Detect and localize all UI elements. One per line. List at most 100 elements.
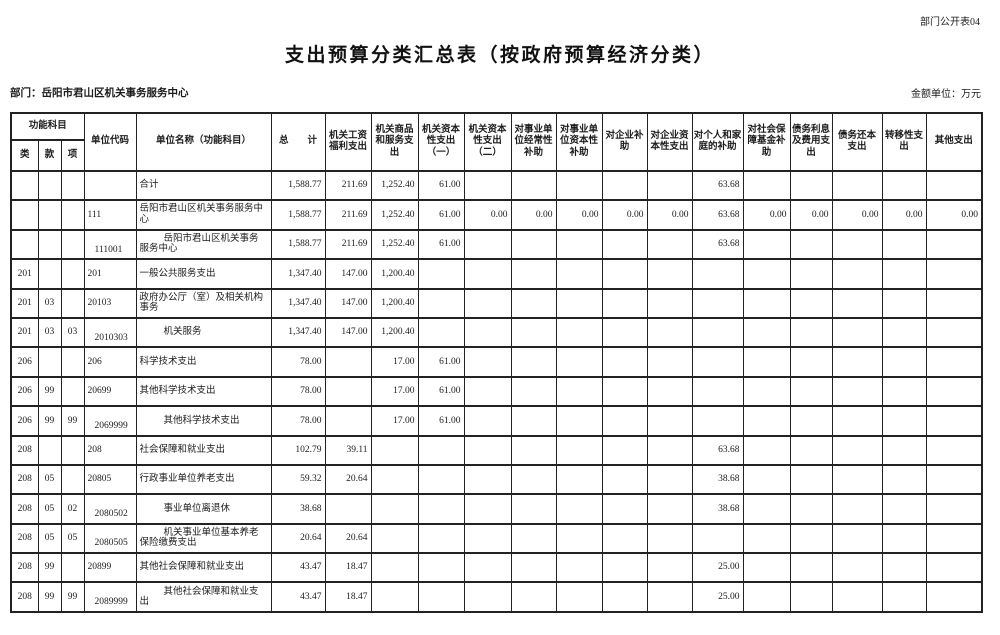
cell-value <box>646 258 693 290</box>
cell-kuan: 03 <box>37 316 62 349</box>
cell-value <box>881 581 927 613</box>
cell-xiang: 05 <box>60 522 85 555</box>
col-header-func-0: 类 <box>10 139 39 172</box>
cell-value <box>831 434 883 466</box>
cell-value <box>555 405 603 437</box>
cell-value <box>646 346 693 378</box>
cell-value <box>555 316 603 349</box>
col-header-10: 对企业资本性支出 <box>646 112 693 172</box>
col-header-4: 机关商品和服务支出 <box>370 112 419 172</box>
table-row: 208 99 99 2089999 其他社会保障和就业支出 43.47 18.47 25.00 <box>10 581 983 613</box>
cell-xiang <box>60 199 85 231</box>
cell-value <box>601 316 648 349</box>
cell-value <box>463 287 512 319</box>
cell-value <box>601 169 648 202</box>
cell-value <box>831 169 883 202</box>
cell-value: 1,252.40 <box>370 169 419 202</box>
cell-value: 1,347.40 <box>270 258 326 290</box>
cell-value: 1,200.40 <box>370 258 419 290</box>
cell-value <box>370 552 419 584</box>
cell-value <box>601 346 648 378</box>
cell-value <box>925 258 983 290</box>
cell-value <box>510 552 557 584</box>
cell-value <box>742 434 791 466</box>
cell-value <box>646 169 693 202</box>
cell-value <box>555 287 603 319</box>
department-label: 部门：岳阳市君山区机关事务服务中心 <box>10 88 189 99</box>
cell-value: 61.00 <box>417 199 465 231</box>
cell-xiang <box>60 258 85 290</box>
cell-value <box>881 346 927 378</box>
table-row: 208 05 20805 行政事业单位养老支出 59.32 20.64 38.68 <box>10 463 983 496</box>
cell-value <box>925 405 983 437</box>
cell-value <box>789 405 833 437</box>
cell-value <box>789 228 833 261</box>
cell-value <box>881 316 927 349</box>
cell-value: 38.68 <box>270 493 326 525</box>
table-row: 208 05 02 2080502 事业单位离退休 38.68 38.68 <box>10 493 983 525</box>
table-row: 201 201 一般公共服务支出 1,347.40 147.00 1,200.40 <box>10 258 983 290</box>
cell-value: 211.69 <box>324 199 372 231</box>
cell-value: 0.00 <box>742 199 791 231</box>
cell-value: 63.68 <box>691 169 744 202</box>
cell-value <box>601 522 648 555</box>
cell-value <box>510 169 557 202</box>
cell-value <box>463 258 512 290</box>
cell-value <box>646 228 693 261</box>
cell-value: 63.68 <box>691 434 744 466</box>
cell-kuan: 99 <box>37 552 62 584</box>
cell-value <box>510 493 557 525</box>
cell-value <box>789 581 833 613</box>
cell-value <box>510 405 557 437</box>
cell-value <box>742 228 791 261</box>
cell-value <box>831 346 883 378</box>
cell-xiang <box>60 375 85 408</box>
cell-value: 78.00 <box>270 375 326 408</box>
cell-value <box>417 581 465 613</box>
cell-value <box>881 287 927 319</box>
cell-value <box>925 493 983 525</box>
cell-xiang: 03 <box>60 316 85 349</box>
cell-value <box>463 522 512 555</box>
cell-value <box>925 346 983 378</box>
cell-value: 61.00 <box>417 169 465 202</box>
cell-value <box>646 581 693 613</box>
cell-value <box>601 552 648 584</box>
cell-value <box>691 316 744 349</box>
cell-value: 0.00 <box>789 199 833 231</box>
cell-value <box>555 522 603 555</box>
cell-value <box>831 258 883 290</box>
cell-kuan: 99 <box>37 581 62 613</box>
cell-value <box>601 287 648 319</box>
cell-value <box>742 405 791 437</box>
cell-value: 147.00 <box>324 258 372 290</box>
cell-xiang <box>60 169 85 202</box>
cell-lei <box>10 169 39 202</box>
cell-value <box>417 493 465 525</box>
cell-kuan <box>37 199 62 231</box>
cell-value <box>831 228 883 261</box>
cell-value: 20.64 <box>270 522 326 555</box>
cell-value: 1,200.40 <box>370 287 419 319</box>
cell-lei: 201 <box>10 316 39 349</box>
cell-value <box>742 346 791 378</box>
cell-unit-name: 机关事业单位基本养老保险缴费支出 <box>135 522 272 555</box>
cell-value: 39.11 <box>324 434 372 466</box>
col-header-13: 债务利息及费用支出 <box>789 112 833 172</box>
cell-value <box>510 434 557 466</box>
cell-value <box>742 258 791 290</box>
col-header-3: 机关工资福利支出 <box>324 112 372 172</box>
cell-kuan <box>37 258 62 290</box>
cell-value <box>555 346 603 378</box>
table-row: 206 206 科学技术支出 78.00 17.00 61.00 <box>10 346 983 378</box>
cell-unit-name: 其他科学技术支出 <box>135 375 272 408</box>
cell-value <box>789 169 833 202</box>
cell-xiang: 02 <box>60 493 85 525</box>
page-title: 支出预算分类汇总表（按政府预算经济分类） <box>284 45 715 66</box>
cell-value <box>789 493 833 525</box>
cell-value <box>417 522 465 555</box>
cell-unit-code: 111001 <box>83 228 137 261</box>
cell-xiang: 99 <box>60 405 85 437</box>
cell-value <box>881 375 927 408</box>
unit-note: 金额单位：万元 <box>911 89 981 100</box>
